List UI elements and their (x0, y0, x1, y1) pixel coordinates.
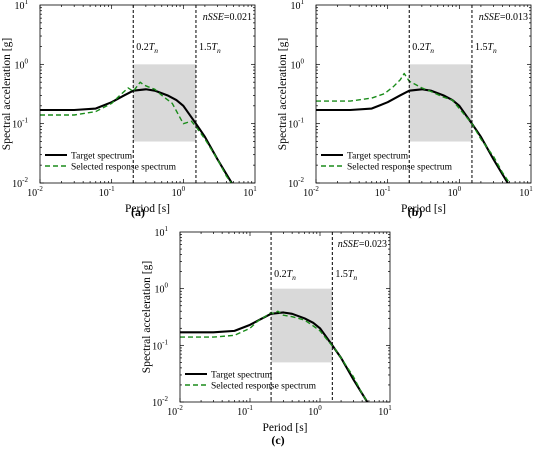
y-tick-label: 100 (291, 57, 305, 71)
x-axis-label: Period [s] (401, 203, 446, 215)
chart-panel-1: 0.2Tn 1.5Tn nSSE=0.021 10-2 10-1 100 101 10-2 10… (1, 0, 257, 219)
x-tick-label: 100 (172, 185, 186, 199)
y-tick-label: 101 (15, 0, 29, 12)
x-tick-label: 100 (308, 404, 322, 418)
x-tick-label: 10-1 (99, 185, 115, 199)
panel-caption: (b) (408, 205, 423, 219)
vline-label-2: 1.5Tn (199, 42, 221, 55)
x-tick-label: 101 (519, 185, 533, 199)
legend-entry: Selected response spectrum (71, 163, 177, 173)
selected-spectrum-line (180, 310, 369, 402)
y-tick-label: 10-2 (288, 176, 304, 190)
x-tick-label: 100 (448, 185, 462, 199)
x-tick-label: 10-1 (237, 404, 253, 418)
y-tick-label: 100 (155, 282, 169, 296)
y-tick-label: 100 (15, 57, 29, 71)
chart-panel-2: 0.2Tn 1.5Tn nSSE=0.013 10-2 10-1 100 101 10-2 10… (277, 0, 533, 219)
y-tick-label: 101 (155, 225, 169, 239)
panel-caption: (a) (131, 205, 145, 219)
plot-area (316, 72, 511, 183)
legend-entry: Target spectrum (347, 152, 409, 162)
vline-label-1: 0.2Tn (412, 42, 434, 55)
legend-entry: Target spectrum (211, 371, 273, 381)
vline-label-2: 1.5Tn (475, 42, 497, 55)
shaded-region (133, 64, 196, 142)
y-tick-label: 10-1 (288, 117, 304, 131)
x-axis-label: Period [s] (262, 422, 307, 434)
axes-frame (39, 4, 256, 184)
nsse-annotation: nSSE=0.013 (479, 12, 528, 23)
selected-spectrum-line (40, 81, 233, 183)
plot-area (180, 310, 369, 402)
x-tick-label: 101 (243, 185, 257, 199)
y-axis-label: Spectral acceleration [g] (1, 38, 13, 150)
shaded-region (271, 288, 333, 363)
legend-entry: Target spectrum (71, 152, 133, 162)
y-tick-label: 10-2 (152, 395, 168, 409)
target-spectrum-line (180, 311, 369, 402)
x-tick-label: 10-1 (375, 185, 391, 199)
axes-frame (315, 4, 532, 184)
y-tick-label: 10-1 (12, 117, 28, 131)
legend-entry: Selected response spectrum (211, 382, 317, 392)
nsse-annotation: nSSE=0.023 (338, 239, 387, 250)
chart-panel-3: 0.2Tn 1.5Tn nSSE=0.023 10-2 10-1 100 101 10-2 10… (141, 225, 392, 447)
x-tick-label: 101 (378, 404, 392, 418)
y-tick-label: 10-2 (12, 176, 28, 190)
x-tick-label: 10-2 (303, 185, 319, 199)
panel-caption: (c) (271, 433, 284, 447)
vline-label-1: 0.2Tn (274, 269, 296, 282)
y-tick-label: 101 (291, 0, 305, 12)
legend-entry: Selected response spectrum (347, 163, 453, 173)
y-tick-label: 10-1 (152, 338, 168, 352)
axis-ticks (315, 5, 531, 184)
selected-spectrum-line (316, 72, 511, 183)
axes-frame (179, 231, 391, 403)
axis-ticks (39, 5, 255, 184)
axis-ticks (179, 232, 390, 403)
nsse-annotation: nSSE=0.021 (203, 12, 252, 23)
plot-area (40, 81, 234, 183)
y-axis-label: Spectral acceleration [g] (141, 261, 153, 373)
vline-label-2: 1.5Tn (335, 269, 357, 282)
shaded-region (409, 64, 472, 142)
y-axis-label: Spectral acceleration [g] (277, 38, 289, 150)
vline-label-1: 0.2Tn (136, 42, 158, 55)
target-spectrum-line (316, 88, 510, 183)
x-axis-label: Period [s] (125, 203, 170, 215)
x-tick-label: 10-2 (167, 404, 183, 418)
x-tick-label: 10-2 (27, 185, 43, 199)
